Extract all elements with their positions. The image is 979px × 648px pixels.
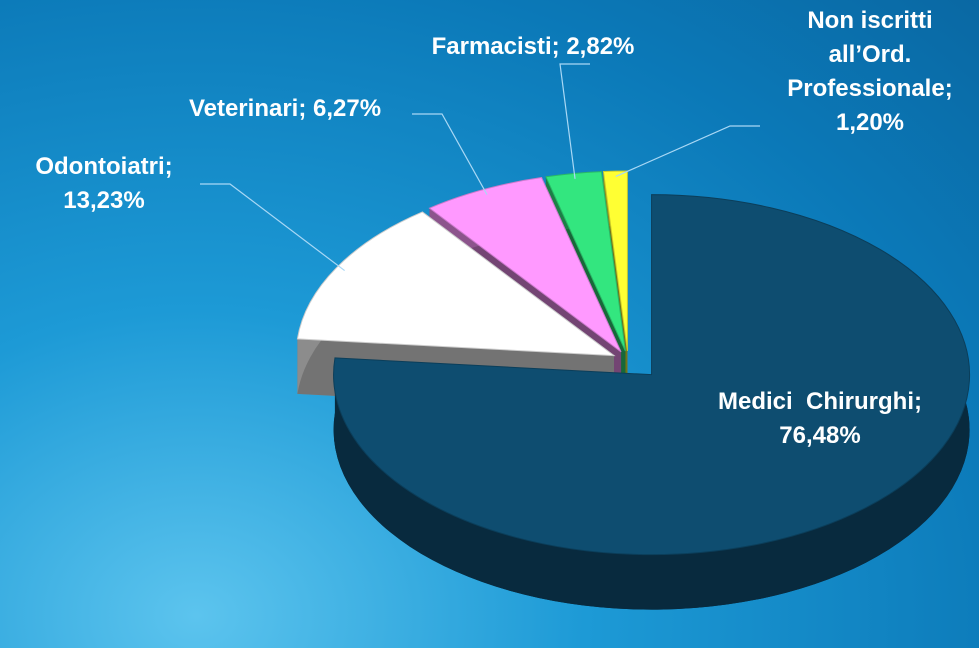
slice-top bbox=[296, 211, 616, 357]
value-label: 2,82% bbox=[566, 33, 635, 60]
data-label: Non iscritti all’Ord. Professionale; 1,2… bbox=[770, 4, 970, 140]
leader-line bbox=[412, 113, 488, 195]
leader-line bbox=[200, 183, 345, 272]
category-label: Veterinari; bbox=[188, 95, 307, 122]
slice-top bbox=[428, 177, 622, 353]
data-label: Farmacisti; 2,82% bbox=[398, 30, 668, 64]
leader-line bbox=[559, 63, 590, 179]
data-label: Medici Chirurghi; 76,48% bbox=[660, 385, 979, 453]
category-label: Non iscritti all’Ord. Professionale; bbox=[787, 7, 953, 102]
slice-top bbox=[545, 171, 626, 352]
value-label: 13,23% bbox=[63, 187, 145, 214]
data-label: Veterinari; 6,27% bbox=[150, 92, 420, 126]
data-label: Odontoiatri; 13,23% bbox=[4, 150, 204, 218]
leader-line bbox=[615, 125, 760, 178]
slice bbox=[333, 194, 971, 610]
value-label: 1,20% bbox=[835, 109, 905, 136]
value-label: 6,27% bbox=[313, 95, 382, 122]
category-label: Medici Chirurghi; bbox=[718, 388, 922, 415]
slice-top bbox=[333, 194, 971, 556]
category-label: Farmacisti; bbox=[431, 33, 560, 60]
category-label: Odontoiatri; bbox=[35, 153, 173, 180]
value-label: 76,48% bbox=[779, 422, 861, 449]
